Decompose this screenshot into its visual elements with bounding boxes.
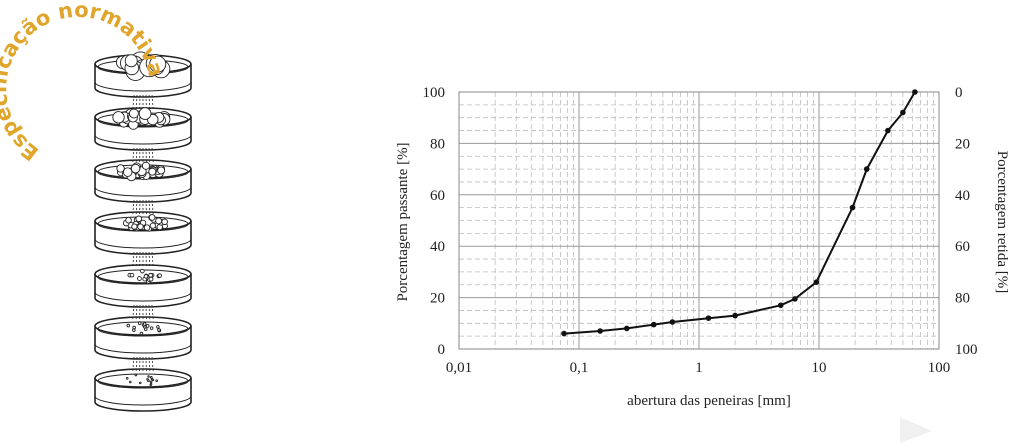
series-point bbox=[885, 127, 891, 134]
x-tick-label: 10 bbox=[812, 360, 827, 376]
sieve-tray bbox=[94, 51, 192, 111]
x-tick-label: 100 bbox=[928, 360, 951, 376]
x-tick-label: 0,1 bbox=[570, 360, 589, 376]
y-axis-label-left: Porcentagem passante [%] bbox=[395, 142, 411, 301]
y-tick-labels-right: 100 80 60 40 20 0 bbox=[955, 85, 978, 358]
series-point bbox=[561, 330, 567, 337]
series-point bbox=[669, 319, 676, 325]
sieve-tray bbox=[94, 107, 192, 163]
y-tick-label-right: 100 bbox=[955, 342, 978, 358]
y-tick-label-right: 60 bbox=[955, 239, 970, 255]
y-axis-label-right: Porcentagem retida [%] bbox=[994, 151, 1010, 293]
series-point bbox=[597, 328, 603, 334]
series-point bbox=[792, 296, 798, 302]
y-tick-label-right: 40 bbox=[955, 188, 970, 204]
y-tick-label-left: 60 bbox=[430, 188, 445, 204]
sieve-tray bbox=[94, 159, 192, 215]
sieve-tray bbox=[94, 368, 192, 412]
y-tick-label-left: 40 bbox=[430, 239, 445, 255]
grid-minor bbox=[459, 92, 939, 349]
x-tick-label: 1 bbox=[695, 360, 703, 376]
sieve-tray bbox=[94, 316, 192, 372]
series-point bbox=[650, 321, 657, 328]
sieve-tray bbox=[94, 211, 192, 268]
x-axis-label: abertura das peneiras [mm] bbox=[627, 393, 791, 409]
series-point bbox=[912, 89, 918, 95]
x-tick-label: 0,01 bbox=[446, 360, 472, 376]
x-tick-labels: 0,01 0,1 1 10 100 bbox=[446, 360, 950, 376]
y-tick-label-right: 0 bbox=[955, 85, 963, 101]
y-tick-label-right: 80 bbox=[955, 291, 970, 307]
corner-arrow-icon bbox=[900, 417, 932, 443]
plot-frame bbox=[458, 91, 940, 350]
series-point bbox=[863, 166, 870, 172]
series-point bbox=[623, 325, 630, 332]
sieve-tray bbox=[94, 264, 192, 320]
series-point bbox=[900, 109, 906, 116]
y-tick-labels-left: 0 20 40 60 80 100 bbox=[423, 85, 446, 358]
y-tick-label-left: 20 bbox=[430, 291, 445, 307]
y-tick-label-right: 20 bbox=[955, 136, 970, 152]
series-point bbox=[732, 312, 738, 319]
series-point bbox=[705, 315, 712, 321]
series-points bbox=[561, 89, 918, 337]
series-point bbox=[777, 302, 784, 309]
series-point bbox=[849, 204, 856, 211]
series-point bbox=[813, 279, 820, 285]
y-tick-label-left: 80 bbox=[430, 136, 445, 152]
y-tick-label-left: 100 bbox=[423, 85, 446, 101]
y-tick-label-left: 0 bbox=[438, 342, 446, 358]
sieve-stack-illustration bbox=[94, 51, 192, 412]
